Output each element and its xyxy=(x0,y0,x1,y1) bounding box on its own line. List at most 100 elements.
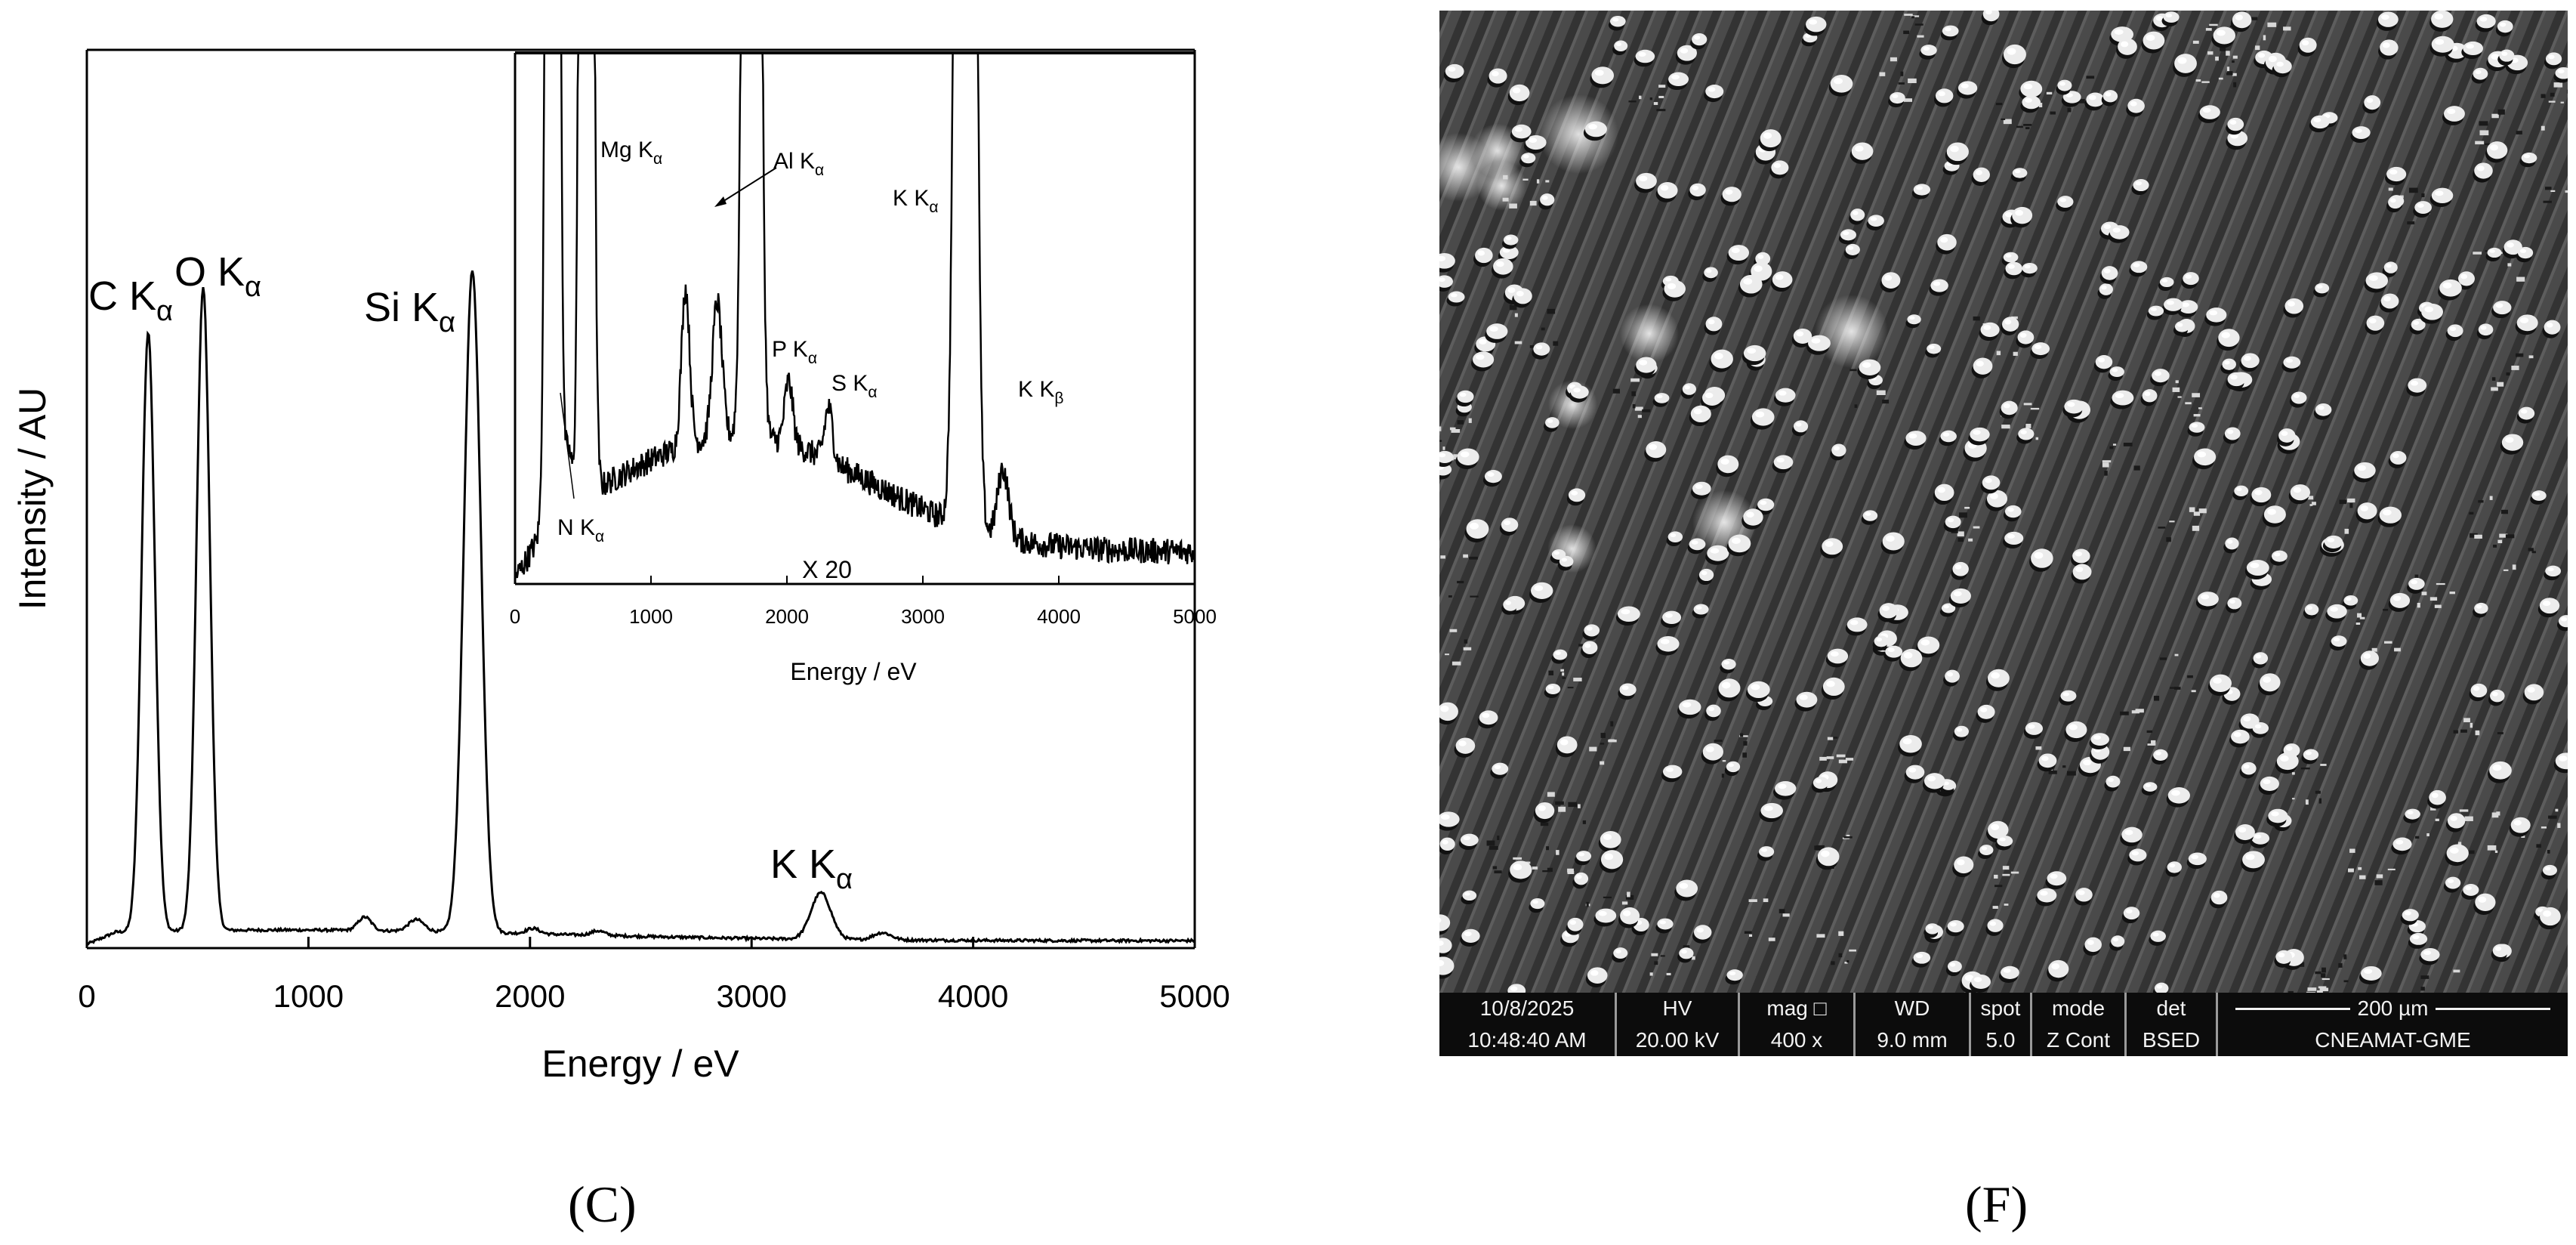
databar-det-value: BSED xyxy=(2142,1028,2201,1052)
sem-debris xyxy=(2291,798,2295,800)
sem-debris xyxy=(2435,818,2439,821)
sem-particle-highlight xyxy=(2333,637,2340,642)
sem-particle xyxy=(1619,683,1637,697)
sem-particle-highlight xyxy=(2236,487,2242,492)
sem-particle-highlight xyxy=(2156,984,2163,989)
sem-debris xyxy=(2347,498,2355,503)
sem-debris xyxy=(1625,894,1634,900)
sem-particle-highlight xyxy=(1459,392,1467,397)
sem-particle xyxy=(1890,91,1905,104)
sem-debris xyxy=(2560,101,2564,103)
sem-debris xyxy=(1749,934,1753,937)
sem-debris xyxy=(1689,956,1695,960)
sem-particle xyxy=(2022,95,2041,110)
sem-particle-highlight xyxy=(1706,269,1712,273)
sem-particle xyxy=(2402,909,2419,922)
databar-mag-label: mag □ xyxy=(1766,996,1827,1020)
sem-particle xyxy=(2354,462,2376,479)
sem-debris xyxy=(2013,351,2018,356)
sem-particle-highlight xyxy=(2059,82,2065,86)
sem-particle xyxy=(2409,932,2428,945)
sem-particle xyxy=(2004,531,2024,545)
sem-particle-highlight xyxy=(2392,595,2402,601)
sem-debris xyxy=(2185,402,2192,405)
sem-debris xyxy=(1973,316,1980,321)
sem-debris xyxy=(2430,807,2436,811)
sem-debris xyxy=(2491,113,2499,119)
sem-particle-highlight xyxy=(1751,684,1760,690)
sem-debris xyxy=(1996,351,2001,356)
sem-debris xyxy=(1548,670,1554,675)
sem-particle xyxy=(1905,431,1927,446)
databar-spot: spot 5.0 xyxy=(1971,993,2032,1056)
main-tick-label: 1000 xyxy=(273,978,344,1014)
sem-debris xyxy=(1911,15,1920,17)
sem-particle xyxy=(1760,802,1783,819)
sem-particle-highlight xyxy=(2155,751,2161,755)
sem-particle-highlight xyxy=(2499,22,2507,27)
sem-particle xyxy=(2429,789,2446,805)
sem-particle-highlight xyxy=(2480,326,2487,330)
sem-particle-highlight xyxy=(1961,83,1969,88)
sem-particle xyxy=(1486,323,1508,339)
sem-debris xyxy=(2338,962,2343,968)
sem-debris xyxy=(2565,190,2568,193)
sem-particle-highlight xyxy=(1684,385,1690,390)
sem-particle-highlight xyxy=(2051,963,2060,970)
sem-particle-highlight xyxy=(2007,264,2015,269)
sem-particle xyxy=(1559,555,1574,567)
sem-particle xyxy=(1457,448,1479,466)
sem-particle xyxy=(1930,279,1948,292)
sem-debris xyxy=(2459,809,2469,812)
sem-debris xyxy=(2025,127,2030,130)
sem-particle xyxy=(2253,652,2269,665)
sem-particle-highlight xyxy=(1460,451,1470,458)
sem-particle-highlight xyxy=(2216,29,2226,36)
sem-particle xyxy=(1917,636,1940,654)
sem-particle xyxy=(2263,505,2286,524)
sem-debris xyxy=(1589,746,1597,752)
sem-particle xyxy=(1535,802,1555,820)
sem-particle xyxy=(2227,597,2242,610)
sem-debris xyxy=(1631,391,1637,397)
sem-particle xyxy=(1831,443,1846,457)
sem-debris xyxy=(2077,98,2085,103)
sem-particle xyxy=(1503,598,1518,611)
sem-particle-highlight xyxy=(1853,211,1859,215)
sem-particle-highlight xyxy=(2507,242,2514,248)
sem-particle xyxy=(2365,272,2389,289)
main-tick-label: 4000 xyxy=(938,978,1008,1014)
sem-debris xyxy=(2407,221,2415,225)
sem-particle-highlight xyxy=(1584,643,1591,648)
sem-particle-highlight xyxy=(2015,209,2024,216)
sem-particle-highlight xyxy=(2293,487,2302,493)
sem-particle-highlight xyxy=(2169,863,2176,868)
inset-x-axis-label: Energy / eV xyxy=(790,658,917,685)
sem-particle xyxy=(1747,681,1770,699)
sem-particle-highlight xyxy=(2466,44,2474,49)
sem-particle-highlight xyxy=(1693,408,1702,415)
sem-debris xyxy=(1957,531,1964,537)
sem-particle xyxy=(1702,390,1723,406)
sem-particle-highlight xyxy=(1679,882,1689,889)
sem-debris xyxy=(2307,987,2317,991)
sem-debris xyxy=(1449,629,1458,632)
sem-particle xyxy=(1574,872,1589,885)
databar-mode-value: Z Cont xyxy=(2046,1028,2111,1052)
sem-particle xyxy=(1664,280,1686,298)
sem-particle xyxy=(1479,710,1498,725)
sem-particle xyxy=(2501,434,2524,451)
sem-particle xyxy=(1657,182,1678,199)
sem-debris xyxy=(2001,118,2006,120)
sem-particle-highlight xyxy=(1553,551,1559,555)
sem-particle xyxy=(2242,851,2265,869)
sem-particle xyxy=(1827,648,1849,664)
sem-particle-highlight xyxy=(2490,144,2499,151)
sem-debris xyxy=(2321,978,2330,981)
sem-particle-highlight xyxy=(1834,446,1840,451)
sem-particle xyxy=(2492,944,2509,958)
sem-particle xyxy=(2474,602,2488,614)
sem-particle-highlight xyxy=(2161,279,2168,283)
sem-particle-highlight xyxy=(1927,925,1933,929)
sem-particle xyxy=(2531,490,2547,501)
